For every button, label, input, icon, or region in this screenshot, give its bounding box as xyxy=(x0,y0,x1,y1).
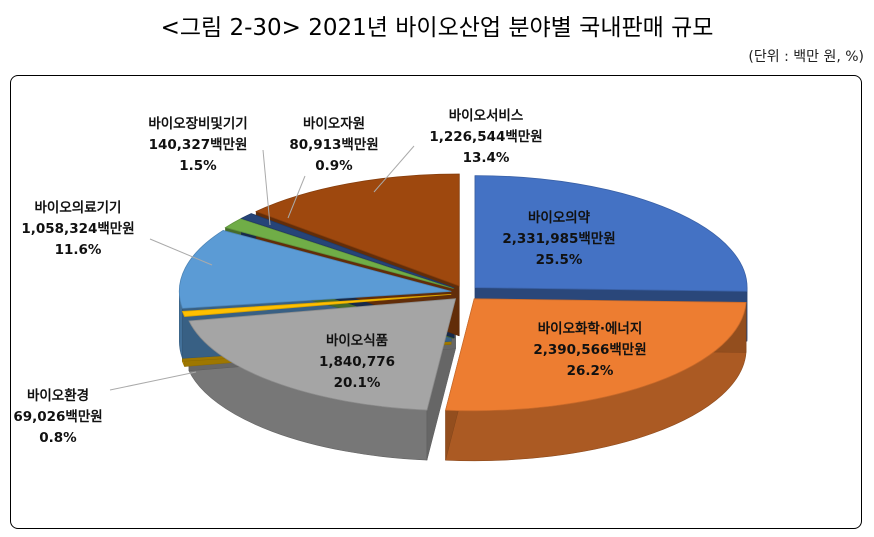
label-value-2: 1,840,776 xyxy=(319,354,395,370)
label-percent-0: 25.5% xyxy=(536,252,583,268)
pie-slice-6 xyxy=(240,213,455,289)
label-percent-3: 0.8% xyxy=(39,430,77,446)
label-value-5: 140,327백만원 xyxy=(149,137,248,153)
label-name-4: 바이오의료기기 xyxy=(35,199,122,216)
label-percent-4: 11.6% xyxy=(55,242,102,258)
chart-frame xyxy=(10,75,862,529)
unit-label: (단위 : 백만 원, %) xyxy=(748,49,864,65)
label-name-6: 바이오자원 xyxy=(303,115,365,132)
label-value-3: 69,026백만원 xyxy=(13,409,102,425)
pie-slice-0 xyxy=(474,175,748,292)
pie-slice-4 xyxy=(178,230,452,309)
leader-line-4 xyxy=(149,238,213,266)
label-percent-6: 0.9% xyxy=(315,158,353,174)
label-value-0: 2,331,985백만원 xyxy=(502,231,615,247)
pie-slice-5 xyxy=(224,218,454,289)
leader-line-6 xyxy=(287,175,306,219)
label-percent-7: 13.4% xyxy=(463,150,510,166)
label-name-3: 바이오환경 xyxy=(27,387,89,404)
label-value-4: 1,058,324백만원 xyxy=(21,221,134,237)
label-name-5: 바이오장비및기기 xyxy=(148,115,247,132)
chart-title: <그림 2-30> 2021년 바이오산업 분야별 국내판매 규모 xyxy=(160,15,714,41)
slice-labels: 바이오의약 2,331,985백만원 25.5% 바이오화학·에너지 2,390,566… xyxy=(13,107,646,446)
label-name-1: 바이오화학·에너지 xyxy=(538,320,643,337)
label-percent-5: 1.5% xyxy=(179,158,217,174)
pie-slice-3 xyxy=(181,293,452,317)
label-percent-1: 26.2% xyxy=(567,363,614,379)
pie-slice-2 xyxy=(188,298,457,411)
label-percent-2: 20.1% xyxy=(334,375,381,391)
label-value-7: 1,226,544백만원 xyxy=(429,129,542,145)
leader-line-3 xyxy=(109,371,197,391)
label-name-2: 바이오식품 xyxy=(326,332,388,349)
label-value-1: 2,390,566백만원 xyxy=(533,342,646,358)
leader-lines xyxy=(109,145,415,391)
leader-line-7 xyxy=(373,145,415,193)
pie-slice-7 xyxy=(255,173,460,287)
label-name-7: 바이오서비스 xyxy=(449,107,524,124)
label-name-0: 바이오의약 xyxy=(528,209,591,226)
pie-tops xyxy=(178,173,748,412)
pie-slice-1 xyxy=(445,298,747,412)
leader-line-5 xyxy=(262,149,271,226)
label-value-6: 80,913백만원 xyxy=(289,137,378,153)
